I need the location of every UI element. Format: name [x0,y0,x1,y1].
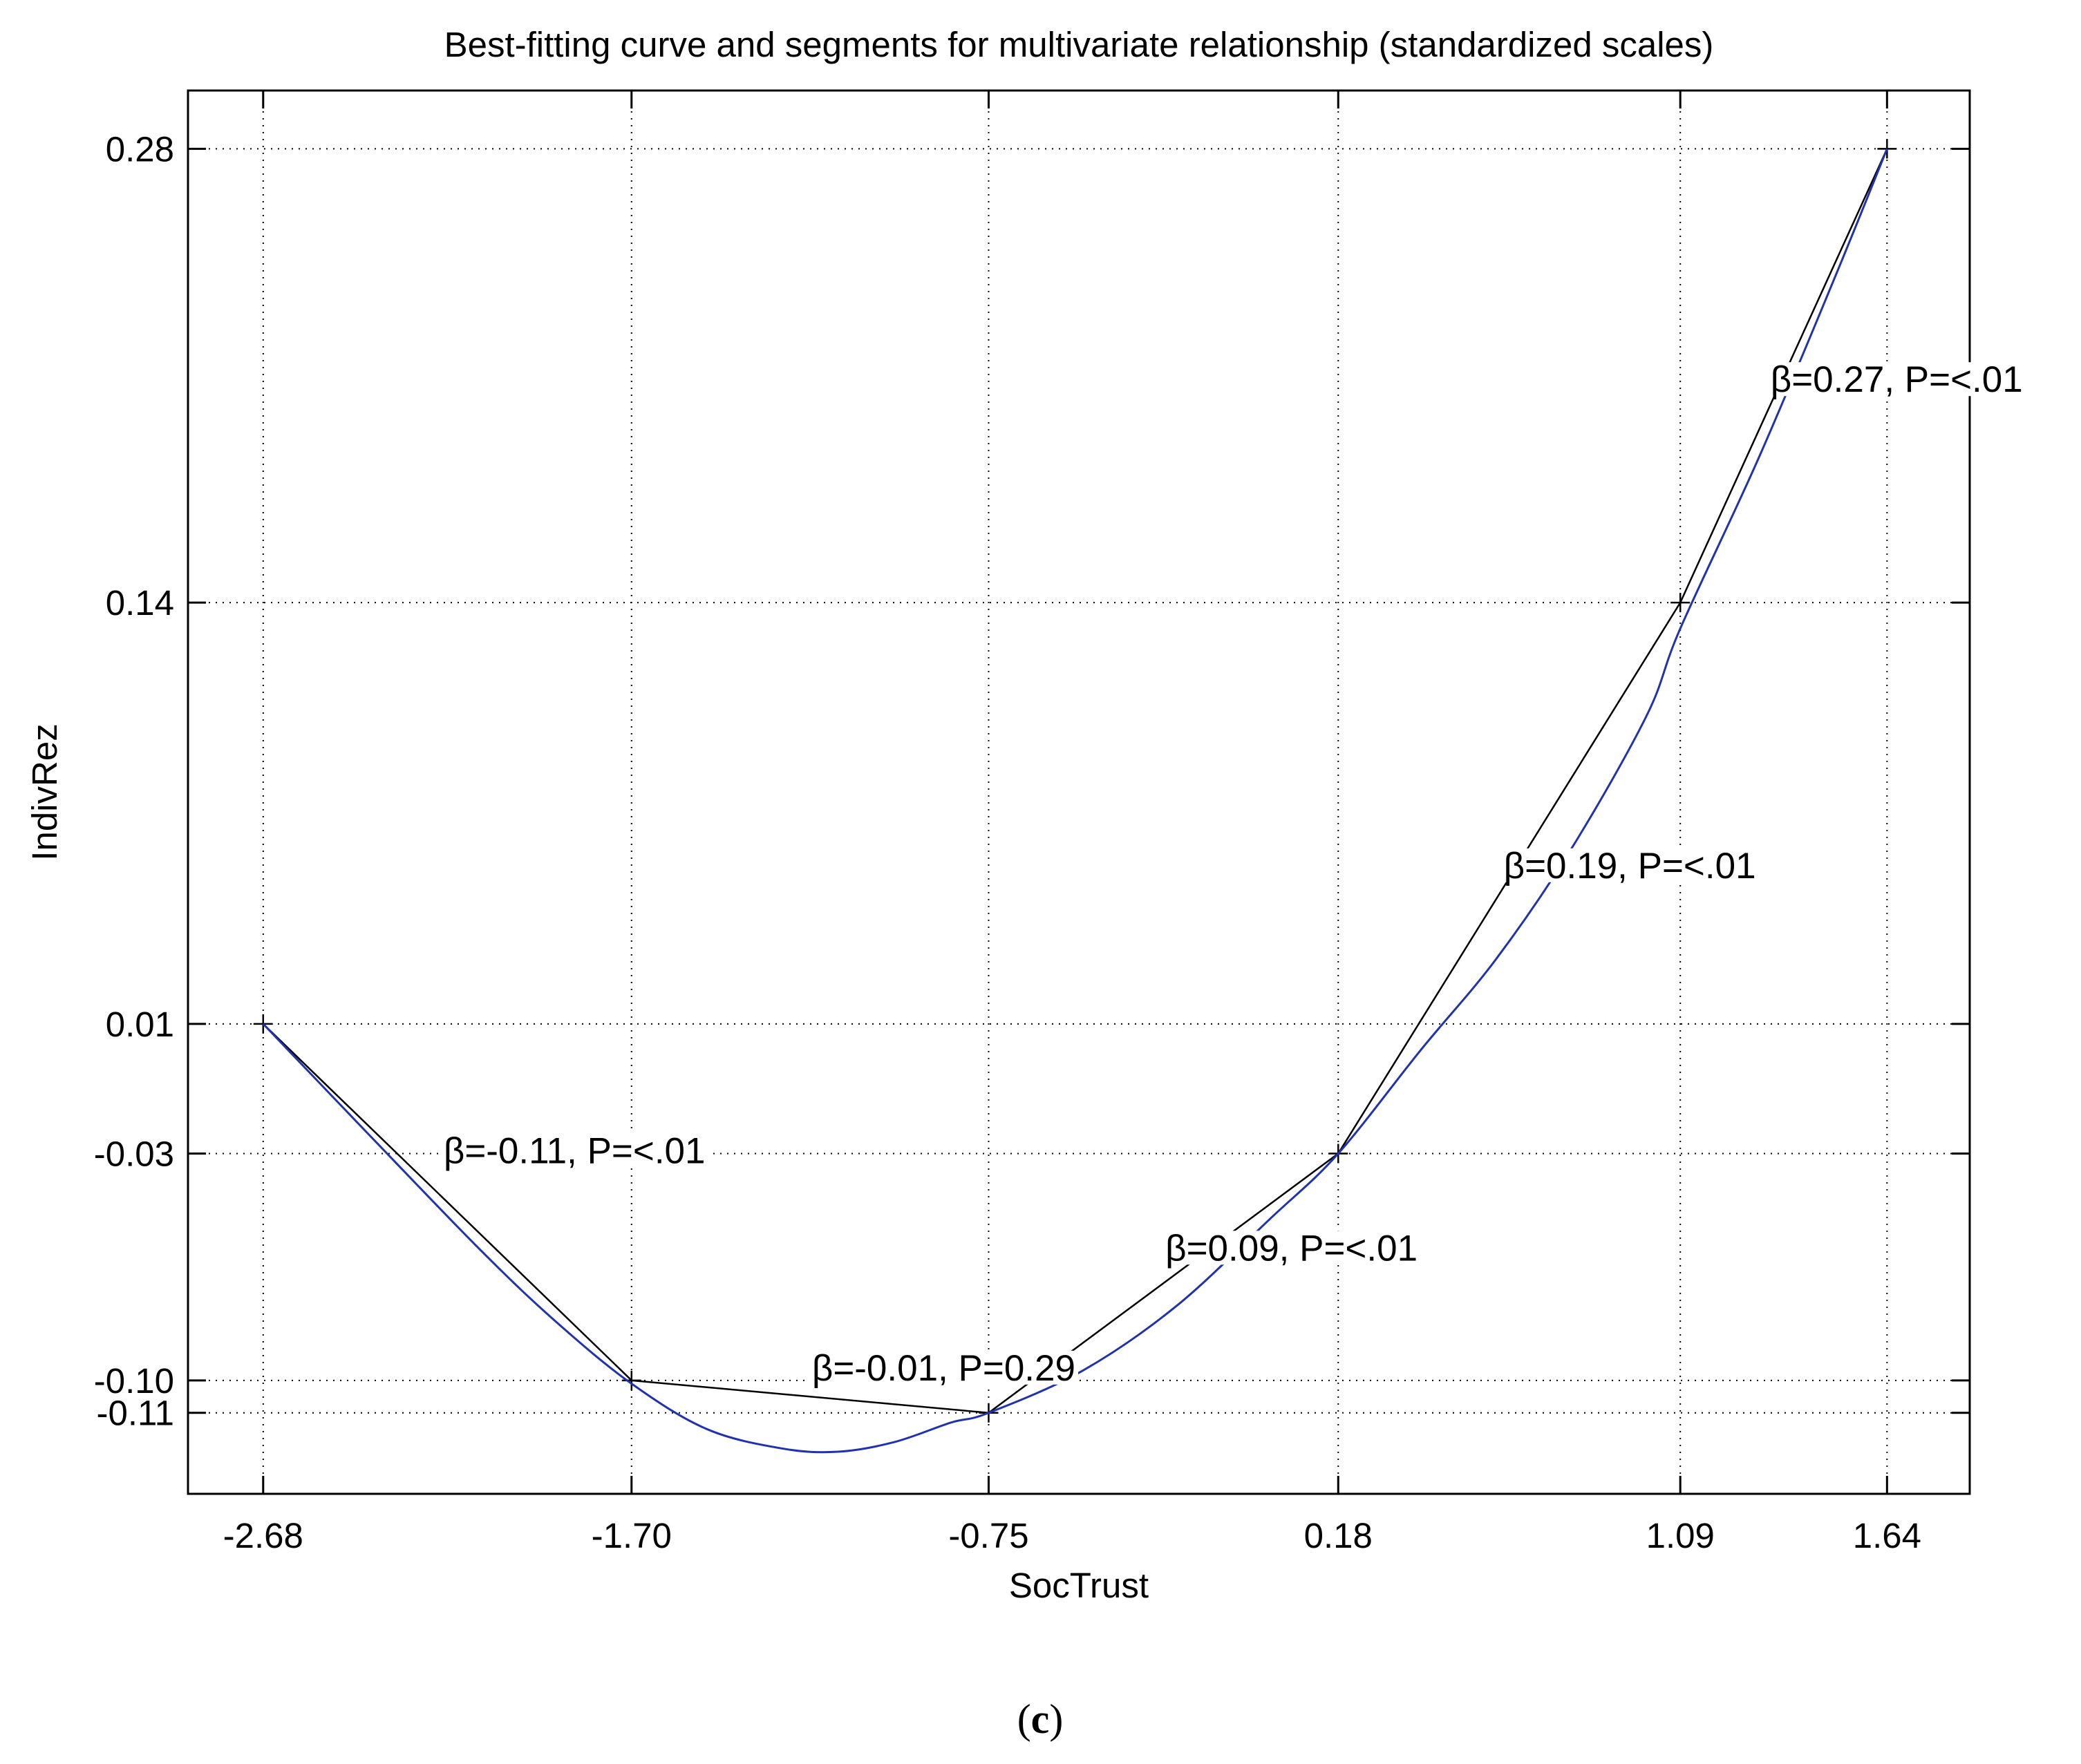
figure-caption: (c) [1017,1696,1064,1742]
segment-annotation: β=0.19, P=<.01 [1500,846,1759,886]
segment-annotation: β=-0.11, P=<.01 [440,1131,708,1172]
annotation-text: β=0.09, P=<.01 [1165,1228,1418,1269]
y-tick-label: 0.28 [106,129,174,169]
y-tick-label: 0.14 [106,583,174,623]
annotation-layer: β=-0.11, P=<.01 β=-0.01, P=0.29 β=0.09, P=… [440,359,2026,1389]
annotation-text: β=-0.01, P=0.29 [812,1348,1075,1389]
y-tick-label: -0.11 [97,1394,174,1433]
tick-layer: -2.68 -1.70 -0.75 0.18 1.09 1.64 -0.11-0.10 -0.… [94,91,1970,1555]
annotation-text: β=0.19, P=<.01 [1504,846,1756,886]
segment-annotation: β=0.27, P=<.01 [1767,359,2026,400]
caption-open: ( [1017,1696,1031,1742]
segment-knot-marker [1670,593,1691,613]
segment-knot-marker [621,1370,641,1390]
y-tick-label: -0.03 [94,1134,174,1173]
segment-line [631,1379,989,1414]
plot-frame [187,89,1971,1495]
x-tick-label: -1.70 [592,1516,672,1555]
y-tick-label: 0.01 [106,1005,174,1044]
segment-annotation: β=0.09, P=<.01 [1162,1228,1421,1269]
fitted-curve [262,148,1888,1454]
x-axis-label: SocTrust [1009,1566,1149,1605]
annotation-text: β=0.27, P=<.01 [1771,359,2023,400]
caption-letter: c [1031,1696,1050,1742]
caption-close: ) [1049,1696,1063,1742]
segment-annotation: β=-0.01, P=0.29 [809,1348,1079,1389]
segment-line [262,1023,632,1381]
y-axis-label: IndivRez [25,723,64,860]
x-tick-label: -2.68 [223,1516,303,1555]
series-layer [253,139,1897,1454]
x-tick-label: 1.64 [1853,1516,1921,1555]
x-tick-label: 0.18 [1304,1516,1373,1555]
x-tick-label: 1.09 [1646,1516,1715,1555]
x-tick-label: -0.75 [948,1516,1028,1555]
chart-title: Best-fitting curve and segments for mult… [444,25,1714,64]
y-tick-label: -0.10 [94,1361,174,1401]
annotation-text: β=-0.11, P=<.01 [444,1131,706,1172]
